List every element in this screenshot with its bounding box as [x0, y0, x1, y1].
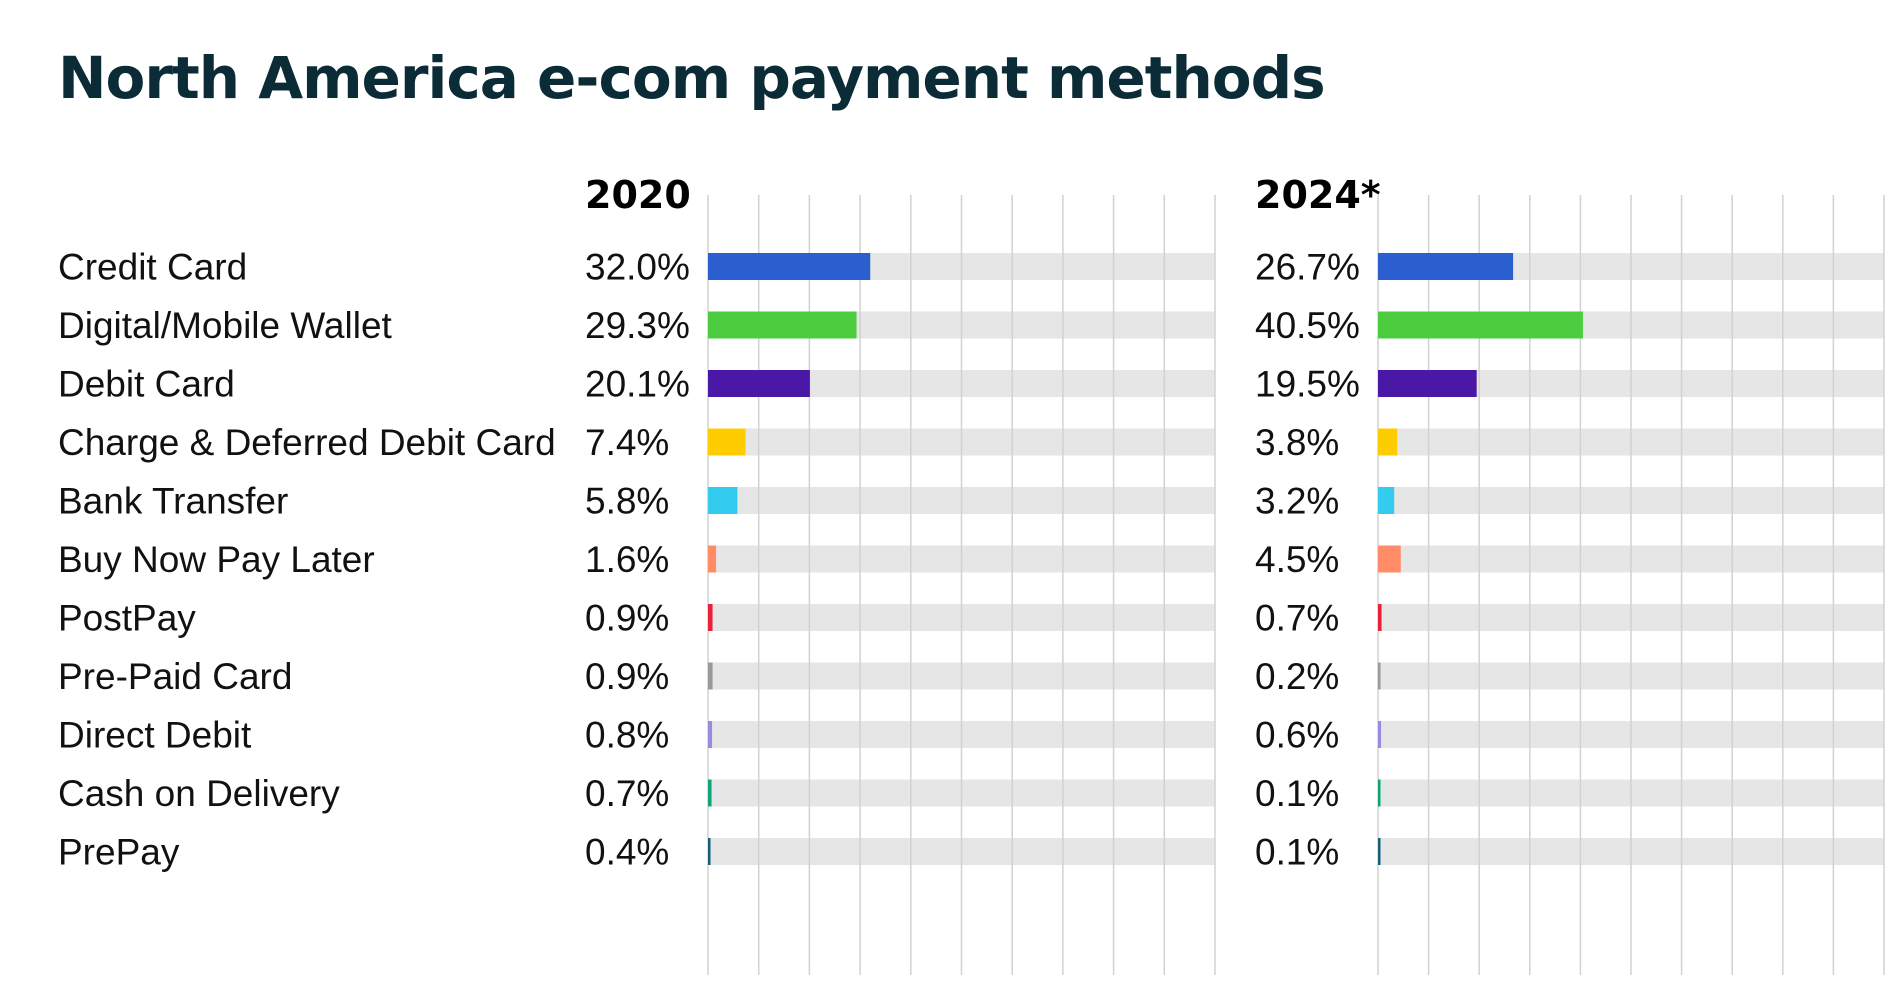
- value-label: 0.9%: [585, 598, 669, 639]
- value-label: 5.8%: [585, 481, 669, 522]
- category-label: Direct Debit: [58, 715, 252, 756]
- panel-title: 2024*: [1255, 173, 1381, 217]
- bar: [1378, 311, 1583, 339]
- bar: [1378, 370, 1477, 397]
- category-label: Cash on Delivery: [58, 773, 340, 814]
- bar: [1378, 838, 1381, 865]
- bar: [708, 487, 738, 514]
- value-label: 7.4%: [585, 422, 669, 463]
- value-label: 0.8%: [585, 715, 669, 756]
- value-label: 0.9%: [585, 656, 669, 697]
- value-label: 0.2%: [1255, 656, 1339, 697]
- bar: [1378, 545, 1401, 573]
- value-label: 1.6%: [585, 539, 669, 580]
- category-label: Debit Card: [58, 364, 235, 405]
- value-label: 0.1%: [1255, 832, 1339, 873]
- category-label: Charge & Deferred Debit Card: [58, 422, 556, 463]
- category-label: Digital/Mobile Wallet: [58, 305, 393, 346]
- bar: [1378, 779, 1381, 807]
- bar: [1378, 604, 1382, 631]
- category-label: PostPay: [58, 598, 196, 639]
- bar: [708, 428, 746, 456]
- value-label: 0.1%: [1255, 773, 1339, 814]
- value-label: 0.6%: [1255, 715, 1339, 756]
- panel-title: 2020: [585, 173, 691, 217]
- bar: [708, 545, 717, 573]
- category-label: Bank Transfer: [58, 481, 288, 522]
- category-label: Pre-Paid Card: [58, 656, 292, 697]
- value-label: 19.5%: [1255, 364, 1360, 405]
- value-label: 3.2%: [1255, 481, 1339, 522]
- value-label: 29.3%: [585, 305, 690, 346]
- panel-2020: 2020 32.0% 29.3% 20.1% 7.4% 5.8% 1.6% 0.9% 0.9% 0…: [585, 173, 1216, 975]
- value-label: 32.0%: [585, 247, 690, 288]
- bar: [708, 253, 871, 280]
- bar: [708, 662, 713, 690]
- bar: [1378, 721, 1382, 748]
- bar: [1378, 662, 1381, 690]
- value-label: 0.4%: [585, 832, 669, 873]
- value-label: 3.8%: [1255, 422, 1339, 463]
- bar: [1378, 428, 1398, 456]
- category-label: Buy Now Pay Later: [58, 539, 375, 580]
- value-label: 4.5%: [1255, 539, 1339, 580]
- value-label: 0.7%: [585, 773, 669, 814]
- category-label: PrePay: [58, 832, 180, 873]
- value-label: 20.1%: [585, 364, 690, 405]
- panel-2024: 2024* 26.7% 40.5% 19.5% 3.8% 3.2% 4.5% 0.7% 0.2%…: [1255, 173, 1885, 975]
- bar: [1378, 487, 1395, 514]
- value-label: 26.7%: [1255, 247, 1360, 288]
- chart-title: North America e-com payment methods: [58, 44, 1326, 112]
- category-label: Credit Card: [58, 247, 247, 288]
- value-label: 0.7%: [1255, 598, 1339, 639]
- bar: [1378, 253, 1514, 280]
- bar: [708, 838, 711, 865]
- bar: [708, 721, 713, 748]
- bar: [708, 604, 713, 631]
- bar: [708, 370, 810, 397]
- value-label: 40.5%: [1255, 305, 1360, 346]
- category-labels: Credit Card Digital/Mobile Wallet Debit Ca…: [58, 247, 556, 873]
- bar: [708, 779, 712, 807]
- bar: [708, 311, 857, 339]
